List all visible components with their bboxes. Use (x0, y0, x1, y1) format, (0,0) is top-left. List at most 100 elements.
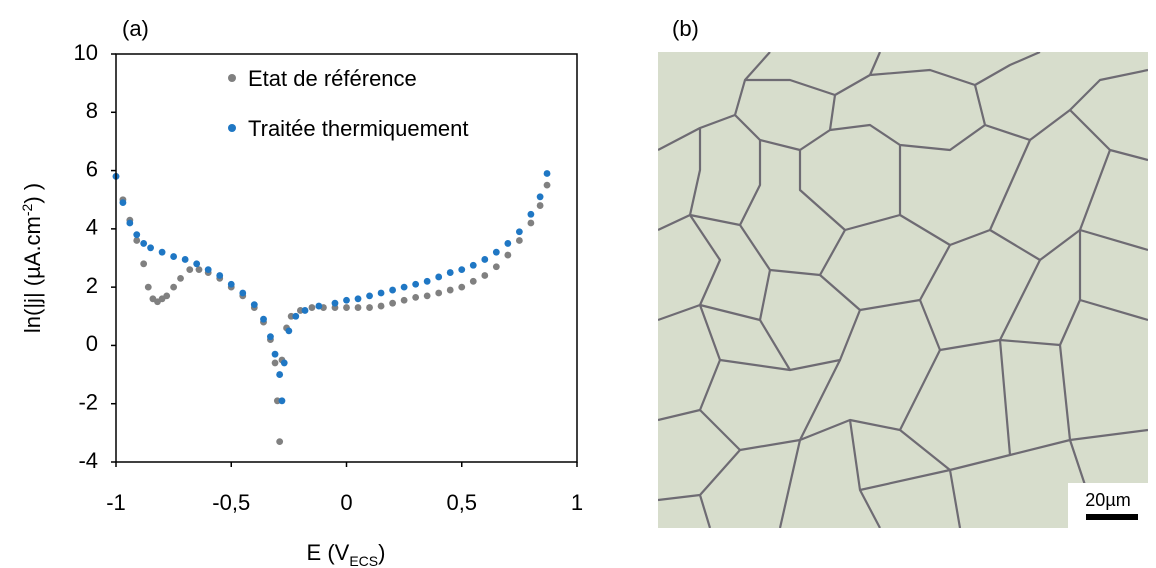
point (377, 289, 385, 297)
y-label-text: ) ) (20, 183, 45, 204)
legend-label: Traitée thermiquement (248, 116, 469, 141)
point (412, 280, 420, 288)
plot-area (112, 170, 551, 445)
point (216, 272, 224, 279)
y-tick-label: 4 (86, 215, 98, 240)
point (250, 301, 258, 309)
point (308, 304, 316, 311)
point (315, 302, 323, 310)
point (144, 283, 152, 291)
point (481, 256, 489, 263)
point (446, 286, 454, 294)
point (536, 193, 544, 201)
point (423, 277, 431, 285)
legend-marker (228, 124, 236, 132)
point (140, 260, 148, 268)
series (112, 170, 551, 405)
point (435, 289, 443, 297)
point (133, 231, 141, 239)
point (195, 266, 203, 274)
point (458, 266, 466, 274)
y-tick-label: 6 (86, 156, 98, 181)
point (343, 304, 350, 311)
point (343, 296, 350, 304)
point (536, 202, 544, 209)
point (147, 244, 154, 252)
point (119, 199, 127, 207)
point (133, 237, 141, 244)
point (267, 333, 274, 341)
legend-label: Etat de référence (248, 66, 417, 91)
point (292, 312, 300, 320)
x-label-sub: ECS (349, 553, 378, 568)
point (515, 228, 523, 236)
y-tick-label: -4 (78, 448, 98, 473)
point (389, 286, 396, 294)
point (285, 327, 293, 335)
y-tick-label: 0 (86, 331, 98, 356)
point (469, 277, 477, 285)
point (515, 237, 523, 244)
point (280, 359, 288, 367)
point (446, 269, 454, 276)
point (354, 295, 362, 303)
x-tick-label: -0,5 (212, 490, 250, 515)
y-tick-label: 2 (86, 273, 98, 298)
panel-label: (a) (122, 16, 149, 41)
point (504, 251, 512, 259)
point (412, 293, 420, 301)
point (170, 283, 178, 291)
x-tick-label: 0 (340, 490, 352, 515)
scale-bar (1086, 514, 1138, 520)
scale-bar-box (1068, 483, 1148, 528)
point (492, 263, 500, 271)
y-label-sup: -2 (19, 203, 35, 216)
point (181, 256, 189, 263)
point (276, 371, 284, 378)
point (177, 275, 184, 282)
y-tick-label: -2 (78, 390, 98, 415)
y-label-text: ln(|j| (µA.cm (20, 216, 45, 333)
point (504, 240, 512, 247)
point (481, 272, 489, 279)
legend-marker (228, 74, 236, 82)
point (140, 240, 148, 247)
point (158, 248, 166, 256)
point (458, 283, 466, 291)
point (469, 261, 477, 269)
point (400, 283, 408, 291)
point (126, 219, 134, 227)
x-axis-label: E (VECS) (307, 540, 386, 568)
y-axis-label: ln(|j| (µA.cm-2) ) (19, 183, 45, 333)
point (492, 248, 500, 256)
point (331, 299, 339, 307)
point (543, 170, 551, 177)
point (278, 397, 286, 405)
point (377, 302, 385, 310)
point (527, 219, 535, 227)
point (276, 438, 284, 445)
point (186, 266, 194, 274)
point (423, 292, 431, 300)
x-tick-label: 1 (571, 490, 583, 515)
point (271, 359, 279, 367)
grain-boundaries (658, 52, 1148, 528)
x-label-text: E (V (307, 540, 350, 565)
point (400, 296, 408, 304)
y-tick-label: 10 (74, 40, 98, 65)
point (239, 289, 247, 297)
micrograph: 20µm (658, 52, 1148, 528)
point (366, 292, 373, 300)
point (260, 315, 267, 323)
x-tick-label: 0,5 (446, 490, 477, 515)
y-tick-label: 8 (86, 98, 98, 123)
x-label-text: ) (378, 540, 385, 565)
panel-label: (b) (672, 16, 699, 41)
point (543, 181, 551, 189)
point (193, 260, 201, 268)
point (389, 299, 396, 307)
point (271, 350, 279, 358)
point (527, 210, 535, 218)
point (170, 253, 178, 260)
